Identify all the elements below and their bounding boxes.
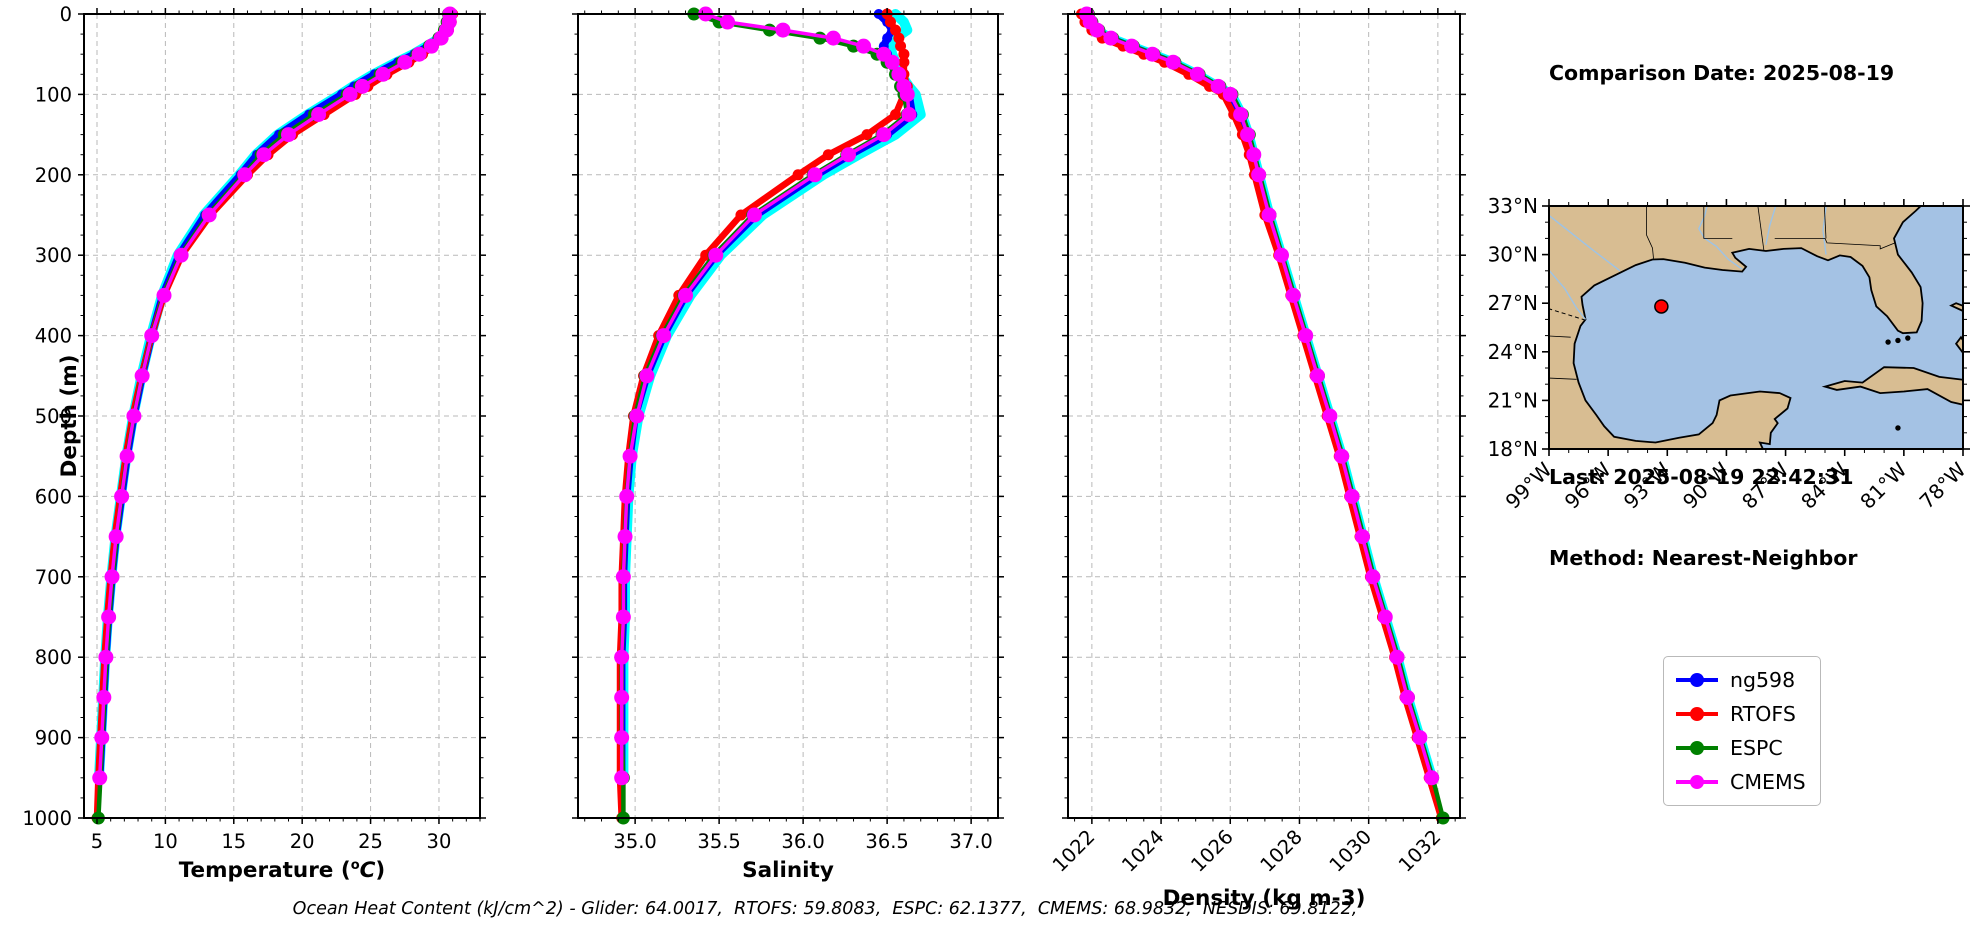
svg-text:1026: 1026	[1186, 825, 1237, 876]
svg-text:1028: 1028	[1256, 825, 1307, 876]
svg-text:1024: 1024	[1117, 825, 1168, 876]
legend-entry-ng598: ng598	[1674, 663, 1806, 697]
svg-text:1000: 1000	[22, 807, 72, 830]
us-mexico-border	[1549, 308, 1586, 321]
series-ng598	[616, 9, 918, 783]
series-CMEMS	[614, 6, 917, 786]
axes-frame	[83, 13, 481, 819]
land-polygons	[1549, 206, 1963, 449]
legend-entry-ESPC: ESPC	[1674, 731, 1806, 765]
svg-text:33°N: 33°N	[1488, 194, 1538, 218]
svg-text:37.0: 37.0	[949, 830, 992, 853]
legend-label: RTOFS	[1730, 702, 1796, 726]
gulf-of-mexico-map: 33°N 30°N 27°N 24°N 21°N 18°N 99°W 96°W 93°W 90°W…	[1488, 194, 1971, 514]
legend: ng598 RTOFS ESPC CMEMS	[1663, 656, 1821, 806]
legend-label: ng598	[1730, 668, 1796, 692]
svg-text:35.0: 35.0	[613, 830, 656, 853]
x-axis-title: Temperature (oC)	[178, 858, 386, 884]
svg-text:24°N: 24°N	[1488, 340, 1538, 364]
salinity-profile-plot: 35.0 35.5 36.0 36.5 37.0 Salinity	[572, 6, 1004, 883]
series-ng598-raw	[94, 9, 457, 783]
tick-labels: 1022 1024 1026 1028 1030 1032	[1048, 825, 1445, 876]
svg-text:0: 0	[60, 3, 72, 26]
svg-text:25: 25	[358, 830, 383, 853]
svg-text:18°N: 18°N	[1488, 437, 1538, 461]
svg-text:600: 600	[35, 485, 72, 508]
svg-text:30°N: 30°N	[1488, 243, 1538, 267]
svg-text:800: 800	[35, 646, 72, 669]
map-ticks	[1542, 199, 1970, 456]
x-axis-title: Density (kg m-3)	[1162, 886, 1366, 911]
svg-text:20: 20	[290, 830, 315, 853]
svg-text:78°W: 78°W	[1915, 457, 1971, 513]
svg-text:400: 400	[35, 325, 72, 348]
legend-line-icon	[1676, 741, 1718, 755]
series-CMEMS	[92, 6, 458, 786]
legend-entry-CMEMS: CMEMS	[1674, 765, 1806, 799]
legend-line-icon	[1676, 673, 1718, 687]
glider-position-marker	[1654, 299, 1669, 314]
comparison-date: Comparison Date: 2025-08-19	[1549, 61, 1895, 85]
svg-text:30: 30	[427, 830, 452, 853]
series-ng598-raw	[1081, 9, 1437, 783]
svg-text:100: 100	[35, 83, 72, 106]
temperature-profile-plot: 5 10 15 20 25 30 0 100 200 300 400 500 600 700 800 900 1…	[22, 3, 486, 883]
legend-line-icon	[1676, 707, 1718, 721]
svg-text:700: 700	[35, 566, 72, 589]
ohc-annotation: Ocean Heat Content (kJ/cm^2) - Glider: 6…	[292, 899, 1358, 919]
svg-text:21°N: 21°N	[1488, 388, 1538, 412]
info-spacer	[1549, 141, 1894, 167]
svg-text:5: 5	[91, 830, 103, 853]
axes-frame	[577, 13, 999, 819]
svg-text:200: 200	[35, 164, 72, 187]
svg-text:15: 15	[221, 830, 246, 853]
map-minor-ticks	[1545, 202, 1967, 453]
density-profile-plot: 1022 1024 1026 1028 1030 1032 Density (kg m-3)	[1048, 6, 1466, 911]
tick-labels: 35.0 35.5 36.0 36.5 37.0	[613, 830, 992, 853]
series-ng598	[94, 9, 457, 783]
svg-text:500: 500	[35, 405, 72, 428]
svg-text:36.0: 36.0	[781, 830, 824, 853]
series-ng598	[1079, 9, 1436, 783]
x-axis-title: Salinity	[742, 858, 834, 883]
svg-text:27°N: 27°N	[1488, 291, 1538, 315]
svg-text:35.5: 35.5	[697, 830, 740, 853]
svg-text:900: 900	[35, 727, 72, 750]
legend-line-icon	[1676, 775, 1718, 789]
axes-frame	[1067, 13, 1461, 819]
legend-entry-RTOFS: RTOFS	[1674, 697, 1806, 731]
legend-label: CMEMS	[1730, 770, 1806, 794]
series-CMEMS	[1079, 6, 1440, 786]
state-borders	[1549, 206, 1896, 380]
map-frame	[1548, 205, 1964, 450]
svg-text:36.5: 36.5	[865, 830, 908, 853]
svg-text:1030: 1030	[1325, 825, 1376, 876]
last-profile-time: Last: 2025-08-19 22:42:31	[1549, 465, 1854, 489]
svg-text:1032: 1032	[1394, 825, 1445, 876]
svg-text:1022: 1022	[1048, 825, 1099, 876]
svg-text:300: 300	[35, 244, 72, 267]
map-canvas	[1549, 206, 1963, 449]
legend-label: ESPC	[1730, 736, 1783, 760]
svg-text:10: 10	[153, 830, 178, 853]
method: Method: Nearest-Neighbor	[1549, 546, 1858, 570]
tick-labels: 5 10 15 20 25 3001002003004005006007008009001…	[22, 3, 451, 853]
